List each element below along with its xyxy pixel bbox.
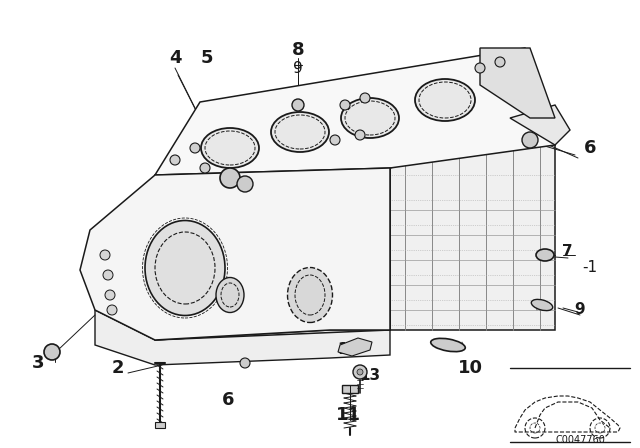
Circle shape	[190, 143, 200, 153]
Circle shape	[200, 163, 210, 173]
Polygon shape	[390, 118, 555, 330]
Ellipse shape	[431, 338, 465, 352]
Polygon shape	[95, 310, 390, 365]
Ellipse shape	[341, 98, 399, 138]
Circle shape	[340, 100, 350, 110]
Ellipse shape	[271, 112, 329, 152]
Circle shape	[103, 270, 113, 280]
Circle shape	[107, 305, 117, 315]
Circle shape	[360, 93, 370, 103]
Circle shape	[240, 358, 250, 368]
Text: 4: 4	[169, 49, 181, 67]
Text: C0047760: C0047760	[555, 435, 605, 445]
Circle shape	[44, 344, 60, 360]
Circle shape	[355, 130, 365, 140]
Circle shape	[475, 63, 485, 73]
Text: 6: 6	[221, 391, 234, 409]
Ellipse shape	[531, 299, 553, 310]
Polygon shape	[155, 48, 555, 175]
Ellipse shape	[201, 128, 259, 168]
Ellipse shape	[216, 277, 244, 313]
Text: -1: -1	[582, 260, 598, 276]
Circle shape	[522, 132, 538, 148]
Text: 12: 12	[337, 343, 358, 358]
Text: 11: 11	[335, 406, 360, 424]
Circle shape	[353, 365, 367, 379]
Text: 6: 6	[584, 139, 596, 157]
Circle shape	[170, 155, 180, 165]
Text: 2: 2	[112, 359, 124, 377]
Circle shape	[330, 135, 340, 145]
Text: 7: 7	[562, 245, 572, 259]
Circle shape	[495, 57, 505, 67]
Circle shape	[292, 99, 304, 111]
Ellipse shape	[536, 249, 554, 261]
Text: 5: 5	[201, 49, 213, 67]
Text: 8: 8	[292, 41, 304, 59]
Circle shape	[220, 168, 240, 188]
Polygon shape	[155, 422, 165, 428]
Circle shape	[237, 176, 253, 192]
Circle shape	[357, 369, 363, 375]
Circle shape	[105, 290, 115, 300]
Circle shape	[100, 250, 110, 260]
Text: 10: 10	[458, 359, 483, 377]
Ellipse shape	[415, 79, 475, 121]
Ellipse shape	[145, 220, 225, 315]
Text: 9: 9	[293, 60, 303, 76]
Ellipse shape	[287, 267, 333, 323]
Polygon shape	[510, 105, 570, 145]
Polygon shape	[480, 48, 555, 118]
Text: 3: 3	[32, 354, 44, 372]
Polygon shape	[342, 385, 358, 393]
Text: 9: 9	[575, 302, 586, 318]
Polygon shape	[338, 338, 372, 356]
Text: 13: 13	[360, 367, 381, 383]
Polygon shape	[80, 168, 390, 340]
